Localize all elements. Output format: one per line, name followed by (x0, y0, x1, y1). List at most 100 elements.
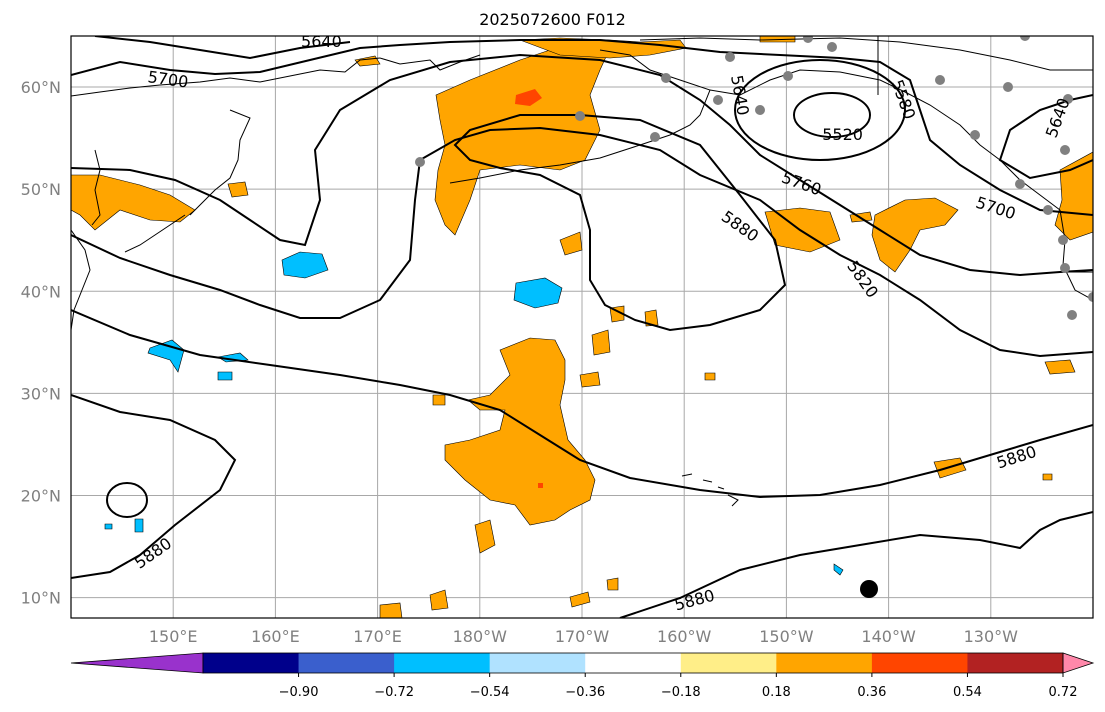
station-marker (661, 73, 671, 83)
colorbar-segment (680, 653, 777, 673)
contour-label: 5520 (822, 125, 863, 144)
station-marker (1060, 263, 1070, 273)
colorbar-segment (871, 653, 968, 673)
anomaly-region (281, 251, 329, 279)
anomaly-region (227, 181, 249, 198)
station-marker (803, 36, 813, 43)
longitude-tick-label: 170°W (555, 627, 610, 646)
station-marker (1043, 205, 1053, 215)
map-frame (70, 35, 1094, 619)
latitude-tick-label: 40°N (21, 282, 61, 301)
coastline-sakhalin (91, 149, 101, 226)
latitude-tick-label: 20°N (21, 486, 61, 505)
anomaly-region (71, 174, 196, 231)
anomaly-region (429, 589, 449, 611)
strong-anomaly-fills (515, 89, 543, 488)
colorbar-tick-label: −0.18 (661, 685, 701, 700)
map-title: 2025072600 F012 (479, 10, 626, 29)
anomaly-region (644, 309, 659, 327)
station-marker (1063, 94, 1073, 104)
colorbar-tick-label: 0.18 (762, 685, 791, 700)
station-marker (1020, 36, 1030, 41)
contour-label: 5640 (301, 36, 342, 51)
station-marker (725, 52, 735, 62)
colorbar-tick-label: 0.36 (857, 685, 886, 700)
colorbar-tick-label: −0.54 (470, 685, 510, 700)
positive-anomaly-fills (71, 36, 1093, 618)
anomaly-region (134, 518, 144, 533)
station-marker (1003, 82, 1013, 92)
station-markers (415, 36, 1093, 320)
anomaly-core (515, 89, 542, 106)
latitude-tick-label: 30°N (21, 384, 61, 403)
anomaly-region (704, 372, 716, 381)
coastline-kamchatka (189, 109, 251, 216)
station-marker (935, 75, 945, 85)
location-marker (860, 580, 878, 598)
station-marker (1015, 179, 1025, 189)
latitude-tick-label: 50°N (21, 180, 61, 199)
longitude-tick-labels: 150°E 160°E 170°E 180°W 170°W 160°W 150°W 140°W… (149, 627, 1018, 646)
latitude-tick-label: 60°N (21, 78, 61, 97)
contour-5760 (71, 53, 1093, 277)
anomaly-region (591, 329, 611, 356)
contour-label-text: 5520 (822, 125, 863, 144)
anomaly-region (1042, 473, 1053, 481)
latitude-tick-labels: 60°N 50°N 40°N 30°N 20°N 10°N (21, 78, 61, 608)
contour-5700 (71, 39, 1093, 216)
coastline-alaska-south (709, 69, 1061, 211)
colorbar-extend-high (1062, 652, 1095, 674)
anomaly-region (833, 563, 844, 576)
colorbar-segment (394, 653, 491, 673)
contour-5880-southwest (71, 394, 237, 579)
contour-5640 (94, 36, 351, 60)
colorbar-segment (203, 653, 300, 673)
anomaly-region (104, 523, 113, 530)
station-marker (650, 132, 660, 142)
station-marker (415, 157, 425, 167)
colorbar (70, 652, 1095, 674)
anomaly-region (1054, 151, 1093, 241)
station-marker (1088, 292, 1093, 302)
station-marker (970, 130, 980, 140)
anomaly-region (474, 519, 496, 554)
colorbar-tick-labels: −0.90 −0.72 −0.54 −0.36 −0.18 0.18 0.36 0.54 0.7… (279, 673, 1078, 700)
coastline-japan (71, 229, 91, 331)
colorbar-segment (585, 653, 682, 673)
station-marker (575, 111, 585, 121)
longitude-tick-label: 160°W (657, 627, 712, 646)
anomaly-region (559, 231, 583, 256)
anomaly-region (579, 371, 601, 388)
anomaly-region (1044, 359, 1076, 375)
contour-5880-main (71, 309, 1093, 499)
coastline-arctic (639, 37, 1093, 71)
colorbar-tick-label: −0.36 (565, 685, 605, 700)
longitude-tick-label: 140°W (861, 627, 916, 646)
contour-5520-low (793, 92, 871, 138)
station-marker (1067, 310, 1077, 320)
colorbar-segment (776, 653, 873, 673)
colorbar-segment (489, 653, 586, 673)
longitude-tick-label: 180°W (453, 627, 508, 646)
longitude-tick-label: 170°E (353, 627, 402, 646)
colorbar-segment (967, 653, 1064, 673)
colorbar-extend-low (70, 652, 204, 674)
contour-small-loop (106, 482, 148, 518)
anomaly-region (432, 394, 446, 406)
latitude-tick-label: 10°N (21, 589, 61, 608)
colorbar-frame (202, 652, 1064, 674)
anomaly-region (513, 277, 563, 309)
contour-5880-south (619, 511, 1093, 618)
anomaly-core (538, 483, 543, 488)
contour-5820 (71, 126, 1093, 358)
colorbar-tick-label: −0.72 (374, 685, 414, 700)
coastline-kurils (124, 214, 186, 253)
coastline-alaska-west (599, 49, 711, 136)
station-marker (755, 105, 765, 115)
colorbar-tick-label: 0.72 (1049, 685, 1078, 700)
contour-5880-loop (453, 114, 787, 332)
anomaly-region (871, 197, 959, 273)
anomaly-region (569, 591, 591, 608)
anomaly-region (217, 352, 249, 363)
